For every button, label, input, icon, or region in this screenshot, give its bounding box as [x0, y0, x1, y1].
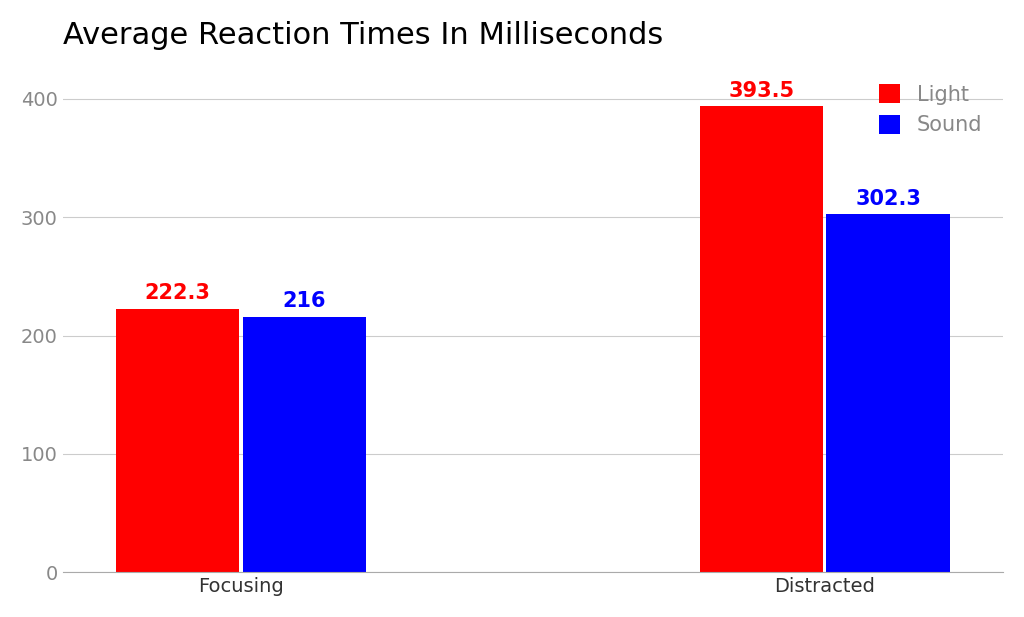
Text: 393.5: 393.5: [728, 81, 795, 101]
Text: 222.3: 222.3: [144, 283, 211, 303]
Text: 302.3: 302.3: [855, 189, 921, 209]
Bar: [826, 215, 949, 573]
Bar: [700, 107, 823, 573]
Bar: [116, 309, 240, 573]
Text: Average Reaction Times In Milliseconds: Average Reaction Times In Milliseconds: [62, 21, 663, 50]
Legend: Light, Sound: Light, Sound: [869, 73, 992, 146]
Text: 216: 216: [283, 291, 326, 311]
Bar: [243, 317, 366, 573]
